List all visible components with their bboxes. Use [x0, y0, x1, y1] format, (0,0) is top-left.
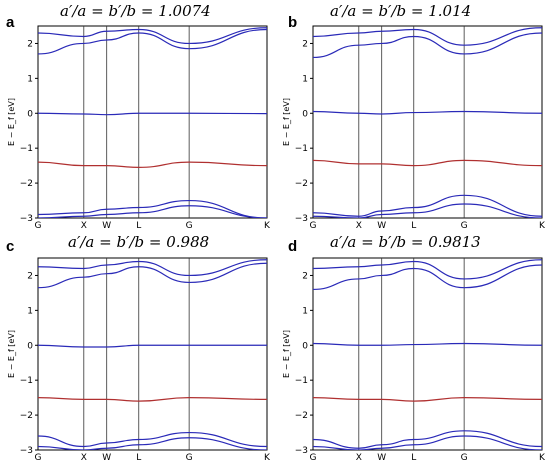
y-axis-label: E − E_f [eV]	[282, 330, 291, 378]
y-tick-label: −1	[20, 376, 33, 386]
band-line	[313, 264, 542, 291]
band-line	[313, 110, 542, 115]
y-tick-label: −2	[295, 411, 308, 421]
x-tick-label: K	[264, 221, 271, 231]
x-tick-label: G	[186, 453, 193, 463]
y-tick-label: 2	[27, 39, 33, 49]
band-plot-c: G X W L G K −3 −2 −1 0 1 2 E − E_f [eV]	[7, 257, 271, 463]
x-tick-label: L	[136, 221, 141, 231]
band-line	[313, 27, 542, 46]
band-plot-b: G X W L G K −3 −2 −1 0 1 2 E − E_f [eV]	[282, 25, 546, 231]
x-tick-label: L	[411, 221, 416, 231]
y-tick-label: −2	[20, 411, 33, 421]
x-tick-label: X	[356, 453, 362, 463]
y-tick-label: 1	[302, 74, 308, 84]
x-tick-label: G	[310, 453, 317, 463]
x-tick-label: W	[377, 221, 386, 231]
band-line	[38, 27, 267, 45]
panel-title-b: a′/a = b′/b = 1.014	[330, 2, 472, 20]
x-tick-label: W	[102, 453, 111, 463]
y-tick-label: 0	[27, 109, 33, 119]
band-line	[38, 199, 267, 218]
band-line	[313, 203, 542, 218]
x-tick-label: K	[539, 221, 546, 231]
band-line	[313, 430, 542, 449]
x-tick-label: W	[377, 453, 386, 463]
band-line	[38, 112, 267, 116]
y-axis-label: E − E_f [eV]	[7, 98, 16, 146]
band-line	[38, 259, 267, 277]
x-tick-label: L	[136, 453, 141, 463]
plot-frame	[37, 257, 268, 451]
y-tick-label: 1	[27, 74, 33, 84]
band-plot-d: G X W L G K −3 −2 −1 0 1 2 E − E_f [eV]	[282, 257, 546, 463]
band-line	[38, 28, 267, 55]
band-line	[38, 161, 267, 168]
plot-frame	[312, 257, 543, 451]
y-tick-label: −3	[295, 214, 308, 224]
x-tick-label: K	[264, 453, 271, 463]
x-tick-label: X	[81, 453, 87, 463]
x-tick-label: G	[186, 221, 193, 231]
band-line	[313, 194, 542, 217]
y-tick-label: 2	[302, 39, 308, 49]
band-line	[38, 205, 267, 218]
band-line	[313, 397, 542, 402]
y-tick-label: 0	[27, 341, 33, 351]
panel-letter-b: b	[288, 14, 298, 31]
band-line	[313, 259, 542, 280]
x-tick-label: L	[411, 453, 416, 463]
band-plot-a: G X W L G K −3 −2 −1 0 1 2 E − E_f [eV]	[7, 25, 271, 231]
band-line	[313, 342, 542, 346]
y-tick-label: −2	[20, 179, 33, 189]
y-tick-label: 0	[302, 109, 308, 119]
y-tick-label: −1	[20, 144, 33, 154]
y-tick-label: −3	[295, 446, 308, 456]
x-tick-label: W	[102, 221, 111, 231]
x-tick-label: G	[461, 221, 468, 231]
panel-title-c: a′/a = b′/b = 0.988	[68, 233, 210, 251]
y-tick-label: 1	[302, 306, 308, 316]
x-tick-label: G	[35, 453, 42, 463]
y-tick-label: 2	[302, 271, 308, 281]
y-axis-label: E − E_f [eV]	[7, 330, 16, 378]
x-tick-label: G	[461, 453, 468, 463]
y-tick-label: 2	[27, 271, 33, 281]
panel-letter-d: d	[288, 238, 298, 255]
y-tick-label: −1	[295, 144, 308, 154]
band-line	[38, 437, 267, 450]
y-tick-label: −3	[20, 214, 33, 224]
y-tick-label: 0	[302, 341, 308, 351]
band-line	[313, 32, 542, 59]
x-tick-label: K	[539, 453, 546, 463]
band-line	[38, 344, 267, 348]
x-tick-label: G	[310, 221, 317, 231]
band-line	[313, 435, 542, 450]
panel-letter-a: a	[6, 14, 15, 31]
y-tick-label: 1	[27, 306, 33, 316]
y-axis-label: E − E_f [eV]	[282, 98, 291, 146]
plot-frame	[37, 25, 268, 219]
band-line	[38, 431, 267, 448]
x-tick-label: X	[356, 221, 362, 231]
x-tick-label: X	[81, 221, 87, 231]
y-tick-label: −1	[295, 376, 308, 386]
band-line	[38, 262, 267, 289]
panel-title-d: a′/a = b′/b = 0.9813	[330, 233, 481, 251]
band-line	[38, 397, 267, 402]
band-line	[313, 159, 542, 167]
y-tick-label: −2	[295, 179, 308, 189]
x-tick-label: G	[35, 221, 42, 231]
panel-letter-c: c	[6, 238, 15, 255]
plot-frame	[312, 25, 543, 219]
y-tick-label: −3	[20, 446, 33, 456]
panel-title-a: a′/a = b′/b = 1.0074	[60, 2, 211, 20]
